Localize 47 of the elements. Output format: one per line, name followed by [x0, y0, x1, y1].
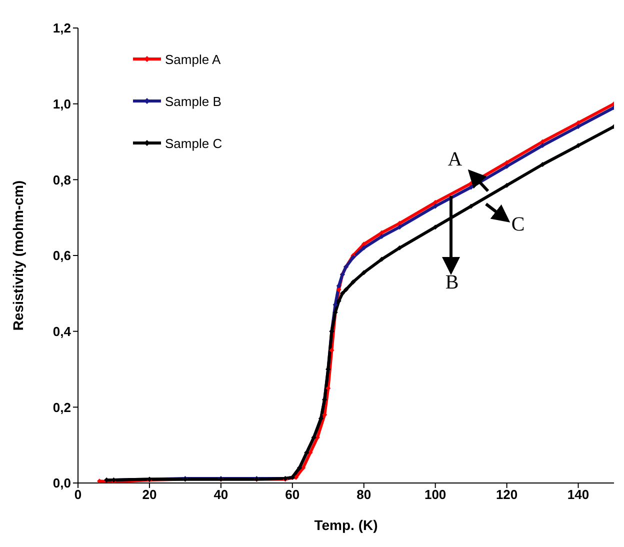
point — [350, 280, 356, 285]
point — [432, 224, 438, 230]
x-tick-label: 100 — [424, 487, 446, 502]
y-tick-label: 1,0 — [52, 96, 71, 112]
point — [468, 204, 474, 209]
point — [397, 220, 402, 226]
x-tick-label: 60 — [285, 487, 300, 502]
x-tick-label: 20 — [142, 487, 157, 502]
point — [468, 184, 474, 190]
point — [576, 143, 581, 148]
legend-label: Sample A — [165, 52, 221, 66]
annotation: A — [448, 148, 463, 171]
point — [379, 256, 384, 262]
point — [361, 245, 366, 250]
x-tick-label: 120 — [496, 487, 518, 502]
y-tick-label: 0,8 — [52, 172, 71, 188]
point — [540, 139, 546, 144]
y-tick-label: 1,2 — [52, 20, 71, 36]
y-tick-label: 0,2 — [52, 400, 71, 415]
legend-label: Sample B — [165, 94, 222, 108]
point — [397, 245, 402, 250]
x-tick-label: 140 — [567, 487, 590, 502]
point — [344, 287, 348, 292]
point — [379, 230, 384, 236]
point — [504, 182, 510, 188]
point — [336, 287, 342, 292]
point — [361, 270, 366, 276]
annotation: B — [445, 272, 459, 294]
point — [379, 234, 384, 240]
legend-label: Sample C — [165, 136, 222, 150]
point — [504, 164, 510, 169]
x-tick-label: 0 — [74, 487, 82, 502]
x-tick-label: 40 — [214, 487, 228, 502]
point — [340, 290, 345, 296]
y-tick-label: 0,0 — [52, 476, 71, 491]
y-tick-label: 0,4 — [52, 324, 72, 339]
point — [336, 298, 342, 304]
point — [432, 204, 438, 209]
point — [576, 120, 581, 126]
y-axis-title: Resistivity (mohm-cm) — [10, 180, 26, 331]
annotation: C — [511, 214, 525, 236]
point — [329, 348, 334, 353]
x-axis-title: Temp. (K) — [314, 517, 378, 533]
x-tick-label: 80 — [356, 487, 372, 502]
point — [432, 200, 438, 205]
y-tick-label: 0,6 — [52, 248, 71, 264]
point — [397, 224, 402, 230]
